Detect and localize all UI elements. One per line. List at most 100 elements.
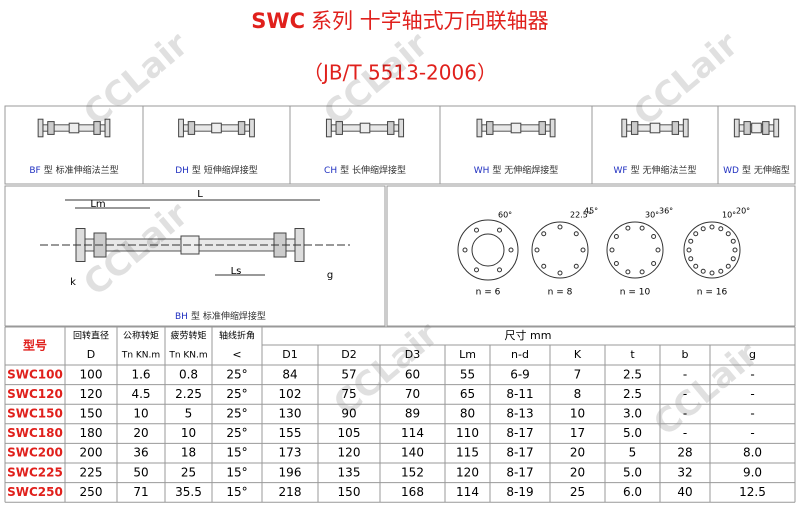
- cell: 84: [282, 367, 297, 381]
- type-desc: 型 无伸缩焊接型: [492, 164, 558, 176]
- cell: 180: [80, 426, 103, 440]
- bolt-hole: [700, 268, 706, 274]
- header-cn: 回转直径: [73, 330, 109, 342]
- bolt-hole: [693, 231, 699, 237]
- model-header: 型号: [23, 338, 47, 353]
- cell: 200: [80, 446, 103, 460]
- flange-circle: [683, 221, 741, 279]
- type-label: WF 型 无伸缩法兰型: [614, 164, 697, 176]
- header-unit: n-d: [511, 348, 529, 361]
- bolt-hole: [655, 247, 661, 253]
- cell: 105: [338, 426, 361, 440]
- spline: [68, 122, 80, 134]
- cell: 120: [456, 465, 479, 479]
- cell: -: [683, 387, 687, 401]
- bolt-hole: [613, 261, 619, 267]
- yoke: [486, 121, 494, 135]
- type-desc: 型 标准伸缩法兰型: [44, 164, 119, 176]
- bolt-hole: [497, 227, 502, 233]
- standard: （JB/T 5513-2006）: [303, 61, 497, 85]
- bolt-hole: [497, 267, 502, 273]
- cell: -: [750, 387, 754, 401]
- spline: [510, 122, 522, 134]
- cell: 2.25: [175, 387, 202, 401]
- type-code: WH: [474, 166, 490, 176]
- cell: 7: [574, 367, 582, 381]
- bolt-hole: [534, 247, 540, 253]
- size-header: 尺寸 mm: [505, 328, 552, 342]
- angle-label: 20°: [736, 207, 750, 216]
- cell: 3.0: [623, 407, 642, 421]
- cell: 2.5: [623, 387, 642, 401]
- angle-label: 45°: [584, 207, 598, 216]
- cell: 18: [181, 446, 196, 460]
- flange-circle: [531, 221, 589, 279]
- cell: 8.0: [743, 446, 762, 460]
- dim-label: k: [70, 277, 76, 288]
- type-desc: 型 无伸缩法兰型: [631, 164, 697, 176]
- yoke: [671, 121, 680, 135]
- coupling-icon: [621, 118, 689, 138]
- model-cell: SWC250: [7, 485, 63, 499]
- cell: -: [683, 407, 687, 421]
- spline: [359, 122, 371, 134]
- cell: 10: [133, 407, 148, 421]
- header-unit: Tn KN.m: [168, 351, 207, 361]
- cell: 57: [341, 367, 356, 381]
- bolt-hole: [573, 231, 579, 237]
- cell: 8-17: [506, 465, 533, 479]
- yoke: [743, 121, 751, 135]
- cell: 25°: [226, 407, 247, 421]
- cell: 5.0: [623, 465, 642, 479]
- model-cell: SWC120: [7, 387, 63, 401]
- cell: -: [750, 367, 754, 381]
- flange: [621, 118, 628, 138]
- dim-label: Lm: [90, 199, 105, 210]
- cell: 4.5: [131, 387, 150, 401]
- bolt-hole: [700, 226, 706, 232]
- watermark: CCLair: [76, 24, 196, 134]
- hole-count: n = 6: [476, 288, 501, 298]
- angle-label: 60°: [498, 211, 512, 220]
- title-code: SWC: [251, 9, 305, 33]
- cell: -: [750, 426, 754, 440]
- cell: 168: [401, 485, 424, 499]
- cell: 173: [279, 446, 302, 460]
- cell: 10: [570, 407, 585, 421]
- type-code: BF: [29, 166, 40, 176]
- header-cn: 疲劳转矩: [170, 330, 206, 342]
- header-unit: D: [87, 348, 95, 361]
- bolt-hole: [508, 247, 514, 253]
- cell: 60: [405, 367, 420, 381]
- title: SWC 系列 十字轴式万向联轴器: [251, 9, 548, 33]
- cell: 15°: [226, 485, 247, 499]
- flange: [104, 118, 111, 138]
- model-cell: SWC225: [7, 465, 63, 479]
- dim-label: g: [327, 270, 333, 281]
- dim-label: Ls: [231, 266, 242, 277]
- yoke: [762, 121, 770, 135]
- bolt-hole: [730, 238, 736, 244]
- cell: 114: [401, 426, 424, 440]
- bolt-hole: [557, 224, 563, 230]
- cell: 6.0: [623, 485, 642, 499]
- bolt-hole: [625, 269, 631, 275]
- cell: 150: [338, 485, 361, 499]
- flange: [549, 118, 556, 138]
- cell: 130: [279, 407, 302, 421]
- cell: 8-17: [506, 446, 533, 460]
- cell: 35.5: [175, 485, 202, 499]
- flange: [398, 118, 405, 138]
- cell: -: [750, 407, 754, 421]
- cell: 25: [570, 485, 585, 499]
- cell: 135: [338, 465, 361, 479]
- bolt-hole: [725, 231, 731, 237]
- cell: 250: [80, 485, 103, 499]
- type-code: WD: [723, 166, 739, 176]
- bolt-hole: [718, 226, 724, 232]
- header-unit: Tn KN.m: [121, 351, 160, 361]
- flange-inner: [471, 233, 505, 267]
- bolt-hole: [709, 224, 715, 230]
- cell: 120: [80, 387, 103, 401]
- model-cell: SWC180: [7, 426, 63, 440]
